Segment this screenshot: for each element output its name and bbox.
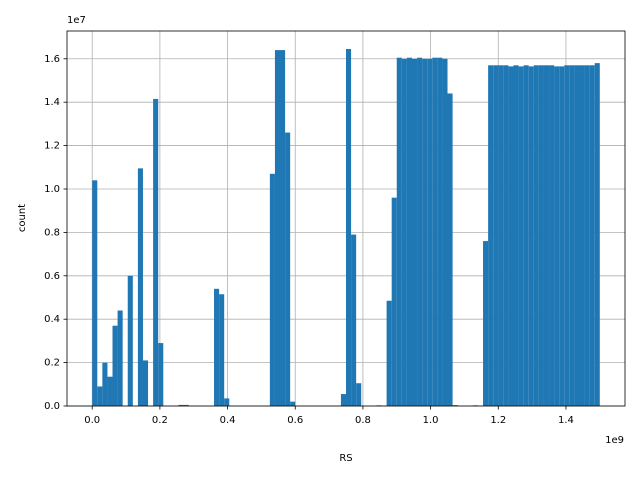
bar xyxy=(127,275,133,406)
bar xyxy=(493,65,499,406)
x-tick-label: 0.2 xyxy=(152,415,168,426)
bar xyxy=(569,65,575,406)
bar xyxy=(219,294,225,406)
x-tick-label: 1.4 xyxy=(558,415,574,426)
bar xyxy=(437,57,443,406)
bar xyxy=(214,288,220,406)
bar xyxy=(280,50,286,406)
x-tick-label: 0.4 xyxy=(220,415,236,426)
bar xyxy=(554,66,560,406)
bar xyxy=(432,57,438,406)
bar xyxy=(447,93,453,406)
bar xyxy=(153,98,159,406)
bar xyxy=(503,65,509,406)
bar xyxy=(396,57,402,406)
bar xyxy=(513,65,519,406)
y-tick-label: 1.0 xyxy=(44,184,60,195)
x-tick-label: 1.2 xyxy=(490,415,506,426)
x-tick-label: 1.0 xyxy=(423,415,439,426)
bar xyxy=(117,310,123,406)
bar xyxy=(538,65,544,406)
bar xyxy=(579,65,585,406)
bar xyxy=(559,66,565,406)
bar xyxy=(97,386,103,406)
bar xyxy=(427,58,433,407)
bar xyxy=(112,325,118,406)
bar xyxy=(356,383,362,406)
bar xyxy=(274,50,281,406)
x-tick-label: 0.8 xyxy=(355,415,371,426)
bar xyxy=(406,57,412,406)
bar xyxy=(183,404,189,406)
bar xyxy=(543,65,550,406)
bar xyxy=(340,394,346,406)
y-tick-label: 0.8 xyxy=(44,227,60,238)
bar xyxy=(386,300,392,406)
y-tick-label: 1.2 xyxy=(44,141,60,152)
y-tick-label: 0.0 xyxy=(44,401,60,412)
bar xyxy=(107,376,113,406)
bar xyxy=(452,405,458,406)
bar xyxy=(442,58,448,407)
bar xyxy=(391,197,397,406)
x-tick-label: 0.0 xyxy=(84,415,100,426)
bar xyxy=(498,65,504,406)
bar xyxy=(178,404,184,406)
bar xyxy=(533,65,539,406)
bar xyxy=(594,63,600,407)
bar xyxy=(488,65,494,406)
axes-frame xyxy=(66,30,626,407)
y-tick-label: 0.4 xyxy=(44,314,60,325)
y-axis-label: count xyxy=(17,204,28,232)
bar xyxy=(574,65,580,406)
x-axis-label: RS xyxy=(339,453,352,464)
bar xyxy=(142,360,149,406)
bar xyxy=(401,58,407,407)
bar xyxy=(346,49,352,407)
y-tick-label: 0.6 xyxy=(44,271,60,282)
bar xyxy=(528,66,534,406)
x-offset-label: 1e9 xyxy=(605,435,624,446)
bar xyxy=(422,58,428,407)
bar xyxy=(483,241,489,406)
y-tick-label: 1.6 xyxy=(44,54,60,65)
bar xyxy=(589,65,595,406)
bar xyxy=(102,362,108,406)
bar xyxy=(518,66,524,406)
bar xyxy=(508,66,514,406)
bar xyxy=(549,65,555,406)
x-tick-label: 0.6 xyxy=(287,415,303,426)
bar xyxy=(417,57,423,406)
bar xyxy=(158,343,164,406)
bar xyxy=(564,65,570,406)
y-offset-label: 1e7 xyxy=(67,15,86,26)
bar xyxy=(285,132,291,406)
bar xyxy=(269,173,275,406)
bar xyxy=(584,65,590,406)
bar xyxy=(290,401,296,406)
bar xyxy=(92,180,98,406)
bar xyxy=(411,58,418,407)
bar xyxy=(351,234,357,406)
bar xyxy=(224,398,230,406)
bar xyxy=(137,168,143,406)
y-tick-label: 1.4 xyxy=(44,97,60,108)
y-tick-label: 0.2 xyxy=(44,358,60,369)
bar xyxy=(523,65,529,406)
